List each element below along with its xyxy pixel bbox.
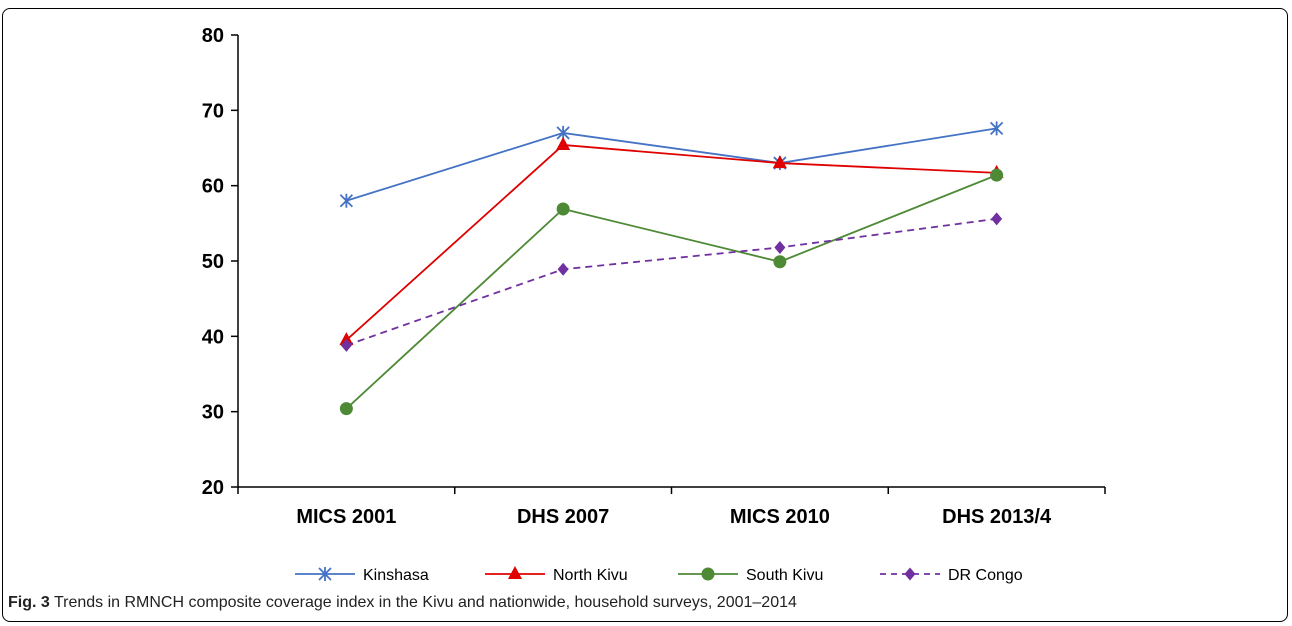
data-point xyxy=(556,136,571,150)
legend-label: South Kivu xyxy=(746,567,823,584)
legend-label: North Kivu xyxy=(553,567,628,584)
data-point xyxy=(772,155,787,169)
data-point xyxy=(339,332,354,346)
series-line xyxy=(346,217,997,347)
legend-entry: South Kivu xyxy=(678,567,823,584)
x-tick-label: DHS 2007 xyxy=(517,506,609,528)
series-north-kivu xyxy=(339,136,1004,346)
series-line xyxy=(345,144,997,341)
legend-label: Kinshasa xyxy=(363,567,429,584)
data-point xyxy=(773,255,787,269)
y-tick-label: 80 xyxy=(202,25,224,47)
y-tick-label: 40 xyxy=(202,326,224,348)
legend-label: DR Congo xyxy=(948,567,1023,584)
data-point xyxy=(556,202,570,216)
data-point xyxy=(774,240,786,254)
legend-marker xyxy=(904,567,916,581)
y-tick-label: 70 xyxy=(202,100,224,122)
legend-marker xyxy=(508,566,522,579)
data-point xyxy=(989,121,1004,136)
legend-entry: Kinshasa xyxy=(295,567,429,584)
legend-marker xyxy=(701,567,715,581)
data-point xyxy=(990,168,1004,182)
series-dr-congo xyxy=(340,212,1003,352)
y-tick-label: 30 xyxy=(202,402,224,424)
caption-label: Fig. 3 xyxy=(8,594,50,611)
data-point xyxy=(340,338,352,352)
series-kinshasa xyxy=(339,121,1004,208)
y-tick-label: 60 xyxy=(202,176,224,198)
legend-entry: DR Congo xyxy=(880,567,1023,584)
y-tick-label: 50 xyxy=(202,251,224,273)
caption-text: Trends in RMNCH composite coverage index… xyxy=(53,594,797,611)
series-line xyxy=(346,127,997,202)
legend-marker xyxy=(318,567,332,581)
data-point xyxy=(991,212,1003,226)
line-chart: 20 30 40 50 60 70 80 MICS 2001 DHS 2007 MICS 2010… xyxy=(202,25,1106,584)
series-line xyxy=(345,174,997,410)
x-tick-label: MICS 2010 xyxy=(730,506,830,528)
data-point xyxy=(339,193,354,208)
series-south-kivu xyxy=(339,168,1004,416)
legend-entry: North Kivu xyxy=(485,566,628,584)
y-tick-label: 20 xyxy=(202,477,224,499)
data-point xyxy=(557,262,569,276)
figure-frame xyxy=(2,8,1288,622)
x-tick-label: MICS 2001 xyxy=(296,506,396,528)
data-point xyxy=(339,402,353,416)
figure-caption: Fig. 3 Trends in RMNCH composite coverag… xyxy=(8,594,797,612)
x-tick-label: DHS 2013/4 xyxy=(942,506,1052,528)
